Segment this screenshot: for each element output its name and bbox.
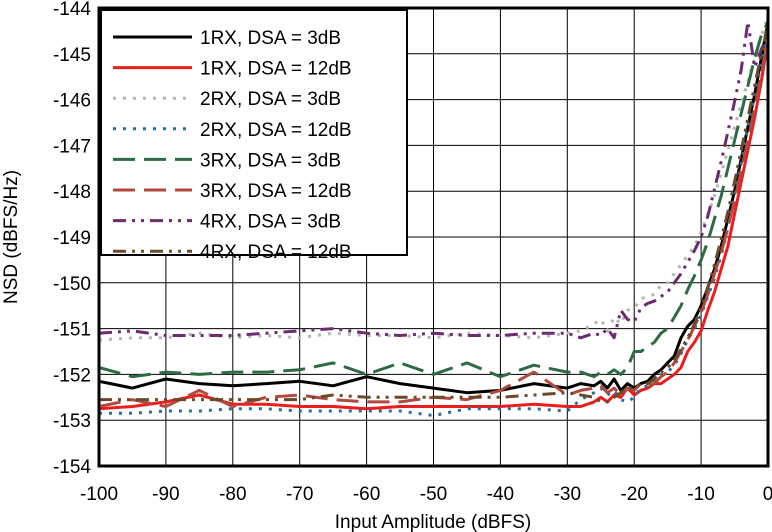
legend-label-6: 3RX, DSA = 12dB xyxy=(200,181,352,202)
x-tick-label: -90 xyxy=(152,484,179,505)
y-tick-label: -145 xyxy=(53,45,91,66)
legend-label-7: 4RX, DSA = 3dB xyxy=(200,212,341,233)
y-tick-label: -146 xyxy=(53,91,91,112)
x-tick-labels: -100 -90 -80 -70 -60 -50 -40 -30 -20 -10 0 xyxy=(80,484,772,505)
legend-label-4: 2RX, DSA = 12dB xyxy=(200,120,352,141)
y-tick-label: -154 xyxy=(53,457,91,478)
series-line-5 xyxy=(98,21,770,379)
x-tick-label: -20 xyxy=(620,484,647,505)
series-line-6 xyxy=(98,39,770,408)
x-axis-label: Input Amplitude (dBFS) xyxy=(335,512,531,532)
legend-label-1: 1RX, DSA = 3dB xyxy=(200,28,341,49)
y-tick-label: -151 xyxy=(53,320,91,341)
x-tick-label: -70 xyxy=(286,484,313,505)
legend-label-8: 4RX, DSA = 12dB xyxy=(200,242,352,263)
legend-label-2: 1RX, DSA = 12dB xyxy=(200,59,352,80)
legend-label-3: 2RX, DSA = 3dB xyxy=(200,89,341,110)
x-tick-label: 0 xyxy=(763,484,772,505)
x-tick-label: -100 xyxy=(80,484,118,505)
y-tick-label: -148 xyxy=(53,182,91,203)
series-line-7 xyxy=(98,20,770,340)
y-tick-label: -152 xyxy=(53,365,91,386)
y-tick-label: -150 xyxy=(53,274,91,295)
legend-label-5: 3RX, DSA = 3dB xyxy=(200,150,341,171)
plot-frame xyxy=(97,6,770,468)
x-tick-label: -60 xyxy=(353,484,380,505)
series-line-1 xyxy=(98,21,770,395)
y-tick-label: -149 xyxy=(53,228,91,249)
x-tick-label: -80 xyxy=(219,484,246,505)
legend-box xyxy=(100,9,408,256)
x-tick-label: -10 xyxy=(687,484,714,505)
series-lines xyxy=(98,16,770,418)
x-tick-label: -40 xyxy=(487,484,514,505)
y-tick-label: -144 xyxy=(53,0,91,20)
y-tick-label: -147 xyxy=(53,136,91,157)
y-axis-label: NSD (dBFS/Hz) xyxy=(1,170,22,304)
series-line-3 xyxy=(98,16,770,342)
x-tick-label: -30 xyxy=(554,484,581,505)
y-tick-label: -153 xyxy=(53,411,91,432)
legend: 1RX, DSA = 3dB 1RX, DSA = 12dB 2RX, DSA = … xyxy=(100,9,408,263)
x-tick-label: -50 xyxy=(420,484,447,505)
series-line-8 xyxy=(99,25,770,404)
y-tick-labels: -144 -145 -146 -147 -148 -149 -150 -151 -152 -153… xyxy=(53,0,91,478)
